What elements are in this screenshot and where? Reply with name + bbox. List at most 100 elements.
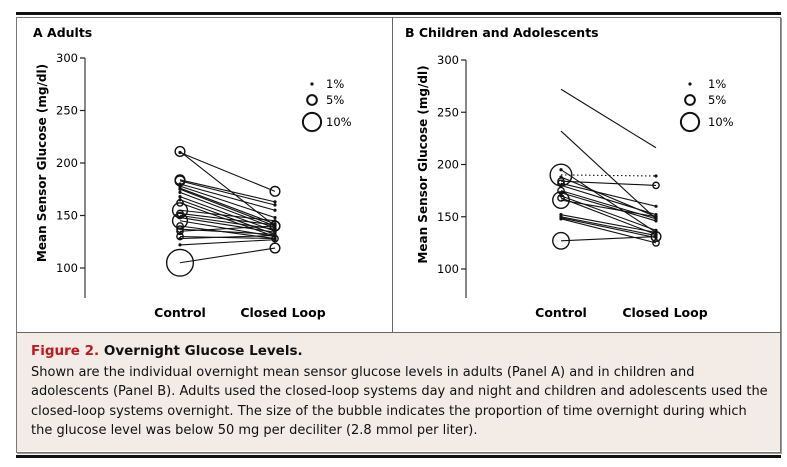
figure-caption: Figure 2. Overnight Glucose Levels. Show… bbox=[17, 333, 780, 451]
panel-title: B Children and Adolescents bbox=[405, 25, 599, 40]
data-bubble bbox=[552, 231, 570, 250]
y-tick-label: 100 bbox=[437, 262, 459, 276]
subject-line bbox=[560, 192, 657, 222]
y-tick-label: 250 bbox=[56, 104, 78, 118]
y-tick-label: 150 bbox=[437, 210, 459, 224]
caption-heading: Overnight Glucose Levels. bbox=[103, 343, 303, 359]
data-bubble bbox=[273, 203, 277, 207]
subject-line bbox=[179, 179, 276, 203]
legend-label: 5% bbox=[708, 93, 726, 107]
y-tick-label: 300 bbox=[437, 53, 459, 67]
data-bubble bbox=[559, 183, 563, 187]
data-bubble bbox=[654, 215, 658, 219]
subject-line bbox=[560, 180, 657, 186]
data-bubble bbox=[273, 238, 277, 242]
panel-divider bbox=[392, 17, 393, 332]
data-bubble bbox=[654, 219, 658, 223]
x-category-label: Control bbox=[154, 305, 206, 320]
subject-line bbox=[560, 218, 657, 244]
subject-line bbox=[179, 185, 276, 219]
figure-label: Figure 2. bbox=[31, 343, 100, 359]
subject-line bbox=[560, 182, 657, 207]
legend-label: 5% bbox=[326, 93, 344, 107]
subject-line bbox=[179, 239, 276, 246]
bottom-rule bbox=[16, 455, 781, 458]
data-bubble bbox=[269, 185, 281, 197]
subject-line bbox=[560, 236, 657, 242]
subject-line bbox=[179, 234, 276, 240]
subject-line bbox=[179, 212, 276, 226]
caption-title: Figure 2. Overnight Glucose Levels. bbox=[31, 343, 303, 359]
figure-frame bbox=[16, 17, 781, 453]
y-tick-label: 100 bbox=[56, 261, 78, 275]
subject-line bbox=[179, 180, 276, 206]
y-axis-label: Mean Sensor Glucose (mg/dl) bbox=[35, 64, 49, 262]
data-bubble bbox=[176, 227, 184, 236]
data-bubble bbox=[654, 204, 658, 208]
data-bubble bbox=[559, 217, 563, 221]
subject-line bbox=[179, 247, 276, 264]
data-bubble bbox=[552, 191, 570, 209]
x-category-label: Closed Loop bbox=[622, 305, 707, 320]
subject-line bbox=[560, 184, 657, 216]
subject-line bbox=[179, 188, 276, 227]
legend-label: 1% bbox=[326, 77, 344, 91]
subject-line bbox=[179, 199, 276, 235]
subject-line bbox=[560, 216, 657, 237]
data-bubble bbox=[654, 174, 658, 178]
y-axis-label: Mean Sensor Glucose (mg/dl) bbox=[416, 65, 430, 263]
y-tick-label: 250 bbox=[437, 105, 459, 119]
data-bubble bbox=[165, 248, 195, 277]
subject-line bbox=[179, 217, 276, 233]
subject-line bbox=[179, 151, 276, 227]
caption-text: Shown are the individual overnight mean … bbox=[31, 365, 768, 438]
subject-line bbox=[560, 199, 657, 218]
legend-label: 10% bbox=[326, 115, 352, 129]
y-tick-label: 150 bbox=[56, 209, 78, 223]
subject-line bbox=[560, 88, 657, 149]
data-bubble bbox=[174, 145, 186, 157]
subject-line bbox=[179, 225, 276, 232]
subject-line bbox=[560, 217, 657, 239]
data-bubble bbox=[273, 208, 277, 212]
legend-bubble bbox=[679, 111, 701, 133]
subject-line bbox=[179, 209, 276, 222]
data-bubble bbox=[178, 237, 182, 241]
y-tick-label: 200 bbox=[56, 156, 78, 170]
data-bubble bbox=[273, 200, 277, 204]
caption-divider bbox=[16, 332, 781, 333]
subject-line bbox=[560, 130, 657, 220]
legend-label: 10% bbox=[708, 115, 734, 129]
subject-line bbox=[560, 169, 657, 233]
legend-bubble bbox=[306, 94, 318, 106]
data-bubble bbox=[559, 168, 563, 172]
top-rule bbox=[16, 12, 781, 15]
legend-bubble bbox=[688, 82, 692, 86]
data-bubble bbox=[178, 150, 182, 155]
data-bubble bbox=[178, 216, 182, 220]
data-bubble bbox=[273, 233, 277, 238]
data-bubble bbox=[269, 220, 281, 232]
data-bubble bbox=[650, 231, 662, 243]
legend-bubble bbox=[684, 94, 696, 106]
data-bubble bbox=[557, 194, 565, 202]
data-bubble bbox=[178, 195, 182, 199]
figure-charts: A Adults 100 150 200 250 300 Mean Sensor Gluco… bbox=[33, 25, 734, 320]
data-bubble bbox=[178, 190, 182, 194]
x-category-label: Control bbox=[535, 305, 587, 320]
subject-line bbox=[179, 187, 276, 225]
data-bubble bbox=[652, 181, 660, 190]
data-bubble bbox=[178, 187, 182, 191]
subject-line bbox=[179, 191, 276, 229]
y-tick-label: 300 bbox=[56, 51, 78, 65]
legend-label: 1% bbox=[708, 77, 726, 91]
legend-bubble bbox=[310, 82, 314, 86]
subject-line bbox=[179, 196, 276, 232]
subject-line bbox=[179, 151, 276, 192]
data-bubble bbox=[273, 216, 277, 220]
subject-line bbox=[560, 214, 657, 233]
panel-title: A Adults bbox=[33, 25, 92, 40]
y-tick-label: 200 bbox=[437, 158, 459, 172]
subject-line bbox=[560, 197, 657, 236]
data-bubble bbox=[652, 239, 660, 247]
